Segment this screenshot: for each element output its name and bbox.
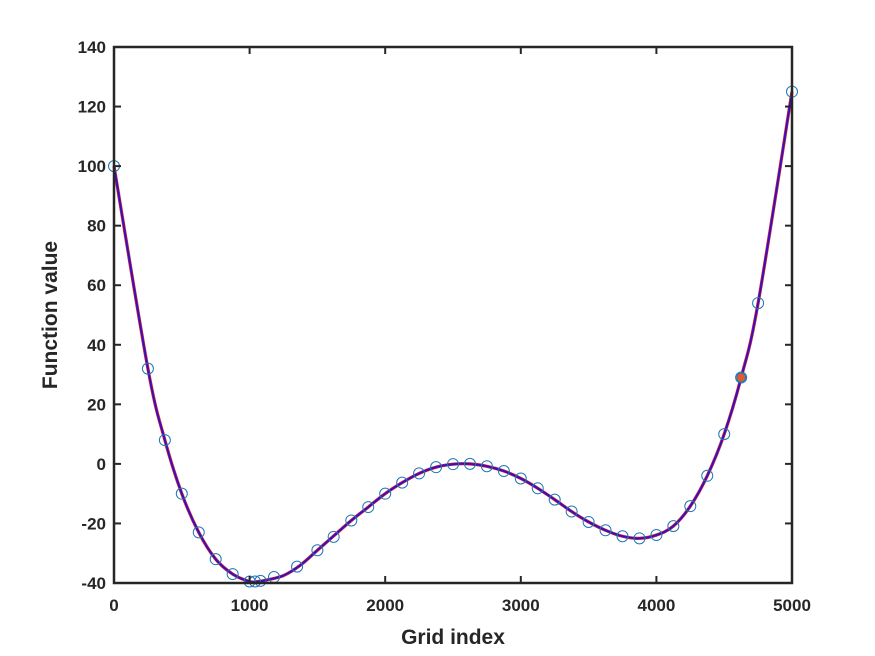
sample-point-marker	[413, 467, 426, 480]
y-tick-label: 40	[87, 336, 106, 355]
sample-point-marker	[633, 532, 646, 545]
sample-point-marker	[345, 514, 358, 527]
sample-point-marker	[362, 501, 375, 514]
sample-point-marker	[226, 568, 239, 581]
sample-point-marker	[379, 487, 392, 500]
x-tick-label: 1000	[231, 596, 269, 615]
axes-box	[112, 45, 794, 585]
x-tick-label: 5000	[773, 596, 811, 615]
sample-point-marker	[430, 461, 443, 474]
sample-point-marker	[463, 457, 476, 470]
function-curve-line	[113, 91, 793, 584]
sample-point-marker	[158, 434, 171, 447]
sample-point-marker	[701, 469, 714, 482]
y-tick-label: -20	[81, 514, 106, 533]
sample-point-marker	[254, 574, 267, 587]
y-tick-label: 20	[87, 395, 106, 414]
x-tick-label: 2000	[366, 596, 404, 615]
sample-point-marker	[514, 472, 527, 485]
sample-point-marker	[735, 371, 748, 384]
y-tick-label: -40	[81, 574, 106, 593]
y-tick-label: 60	[87, 276, 106, 295]
axes: 0 1000 2000 3000 4000 5000 -40 -20 0 20 40 60 80 100 1…	[78, 38, 811, 615]
sample-point-marker	[599, 524, 612, 537]
y-tick-label: 120	[78, 98, 106, 117]
highlighted-point-marker	[736, 372, 747, 383]
plot-area	[108, 85, 798, 588]
sample-point-marker	[718, 428, 731, 441]
sample-point-marker	[684, 500, 697, 513]
sample-point-marker	[175, 487, 188, 500]
x-tick-label: 4000	[637, 596, 675, 615]
sample-point-marker	[565, 505, 578, 518]
sample-point-marker	[531, 482, 544, 495]
sample-point-marker	[582, 515, 595, 528]
x-tick-label: 0	[109, 596, 118, 615]
x-tick-label: 3000	[502, 596, 540, 615]
sample-point-marker	[141, 362, 154, 375]
sample-point-marker	[209, 553, 222, 566]
sample-point-marker	[311, 544, 324, 557]
sample-point-marker	[480, 460, 493, 473]
sample-point-marker	[616, 530, 629, 543]
sample-point-marker	[291, 560, 304, 573]
y-tick-label: 100	[78, 157, 106, 176]
y-axis-title: Function value	[39, 241, 62, 389]
sample-point-marker	[667, 520, 680, 533]
sample-point-marker	[497, 465, 510, 478]
y-tick-label: 0	[97, 455, 106, 474]
sample-point-marker	[650, 529, 663, 542]
sample-point-marker	[752, 297, 765, 310]
y-tick-label: 140	[78, 38, 106, 57]
sample-point-marker	[327, 530, 340, 543]
y-tick-label: 80	[87, 217, 106, 236]
sample-point-marker	[447, 458, 459, 471]
x-axis-title: Grid index	[401, 626, 505, 649]
sample-point-marker	[548, 493, 561, 506]
sample-point-marker	[192, 526, 205, 539]
sample-point-marker	[396, 476, 409, 489]
